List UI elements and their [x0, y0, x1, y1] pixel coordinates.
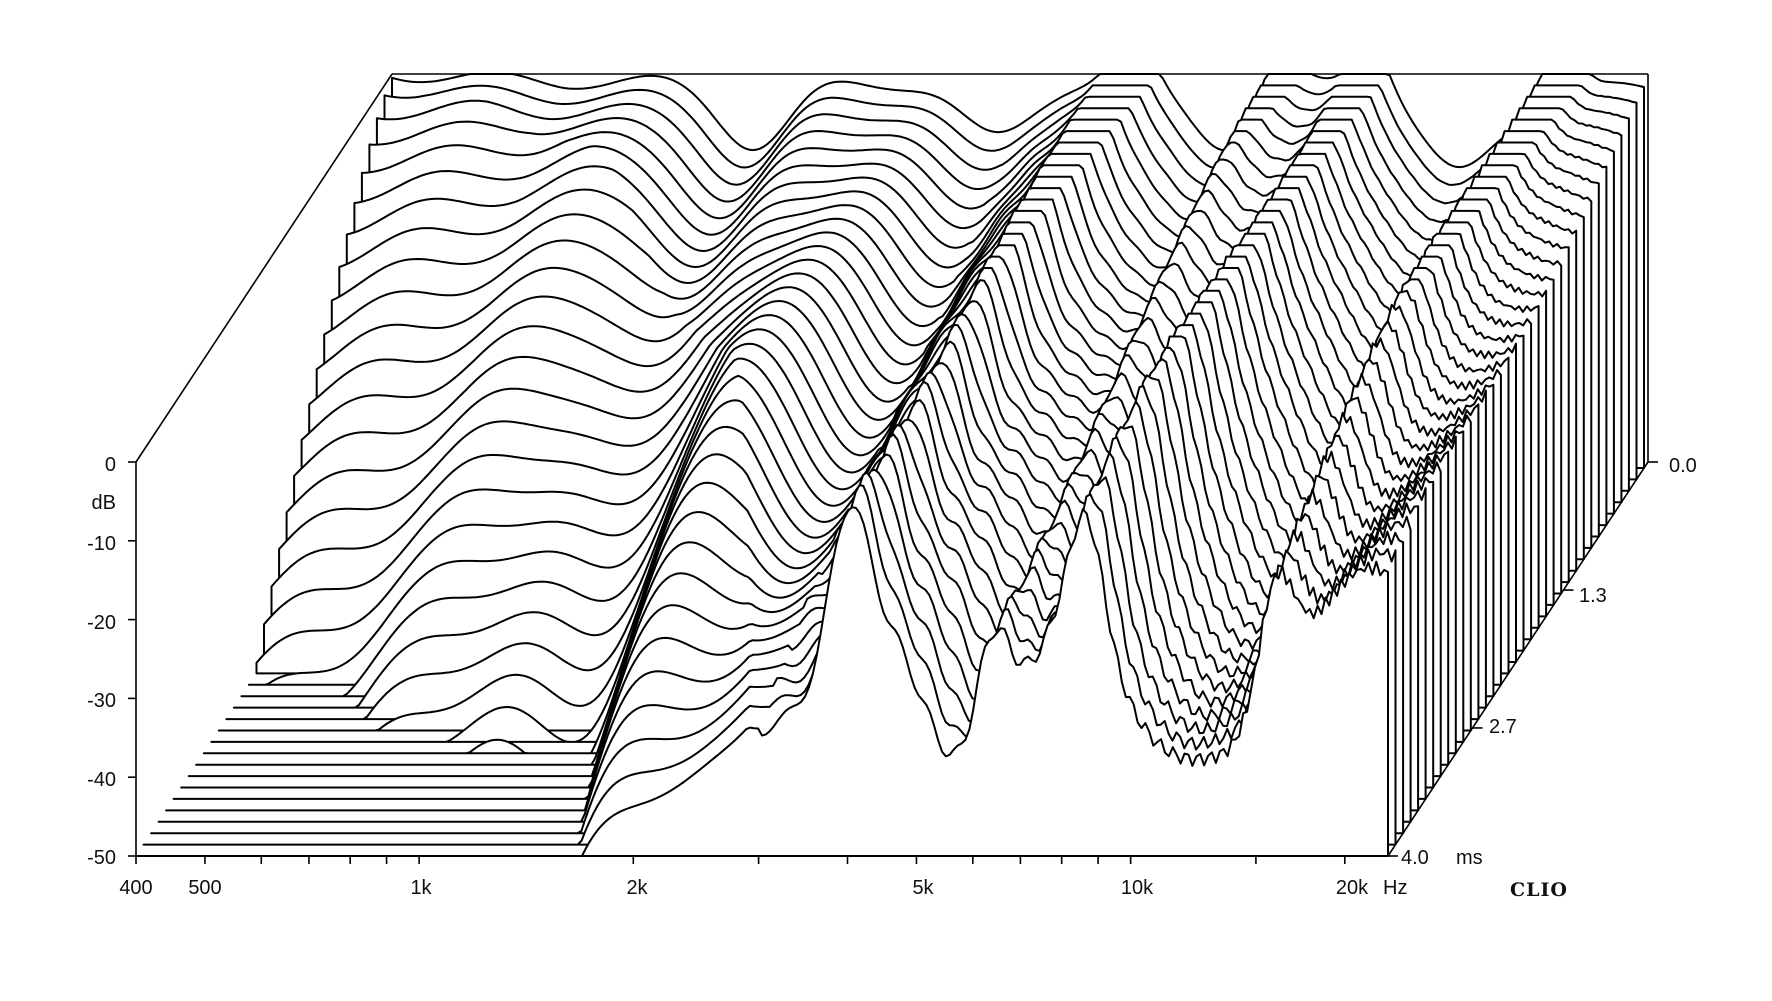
y-axis-unit: dB	[92, 492, 116, 514]
z-tick-label-3: 4.0	[1401, 847, 1429, 869]
y-tick-label-minus30: -30	[87, 690, 116, 712]
x-tick-label-10k: 10k	[1121, 877, 1154, 899]
x-axis-ticks	[135, 856, 1346, 864]
z-axis-line	[1387, 461, 1649, 857]
z-tick-label-0: 0.0	[1669, 455, 1697, 477]
x-axis-unit: Hz	[1383, 877, 1407, 899]
x-tick-label-2k: 2k	[626, 877, 648, 899]
y-tick-label-minus40: -40	[87, 769, 116, 791]
y-tick-label-0: 0	[105, 454, 116, 476]
y-tick-label-minus50: -50	[87, 847, 116, 869]
x-axis-tick-labels: 400 500 1k 2k 5k 10k 20k Hz	[119, 877, 1407, 899]
waterfall-slices	[135, 73, 1645, 857]
y-axis-ticks	[128, 461, 136, 857]
x-tick-label-500: 500	[188, 877, 221, 899]
y-tick-label-minus10: -10	[87, 533, 116, 555]
z-axis-unit: ms	[1456, 847, 1483, 869]
y-axis-tick-labels: 0 dB -10 -20 -30 -40 -50	[87, 454, 116, 869]
clio-logo: CLIO	[1510, 879, 1568, 901]
z-tick-label-1: 1.3	[1579, 585, 1607, 607]
x-tick-label-5k: 5k	[912, 877, 934, 899]
chart-frame	[135, 73, 1649, 463]
y-tick-label-minus20: -20	[87, 612, 116, 634]
x-tick-label-400: 400	[119, 877, 152, 899]
x-tick-label-1k: 1k	[410, 877, 432, 899]
chart-axes	[135, 461, 1649, 857]
frame-left-edge	[135, 73, 393, 463]
z-axis-tick-labels: 0.0 1.3 2.7 4.0 ms	[1401, 455, 1697, 869]
z-axis-ticks	[1388, 461, 1658, 857]
z-tick-label-2: 2.7	[1489, 716, 1517, 738]
x-tick-label-20k: 20k	[1336, 877, 1369, 899]
